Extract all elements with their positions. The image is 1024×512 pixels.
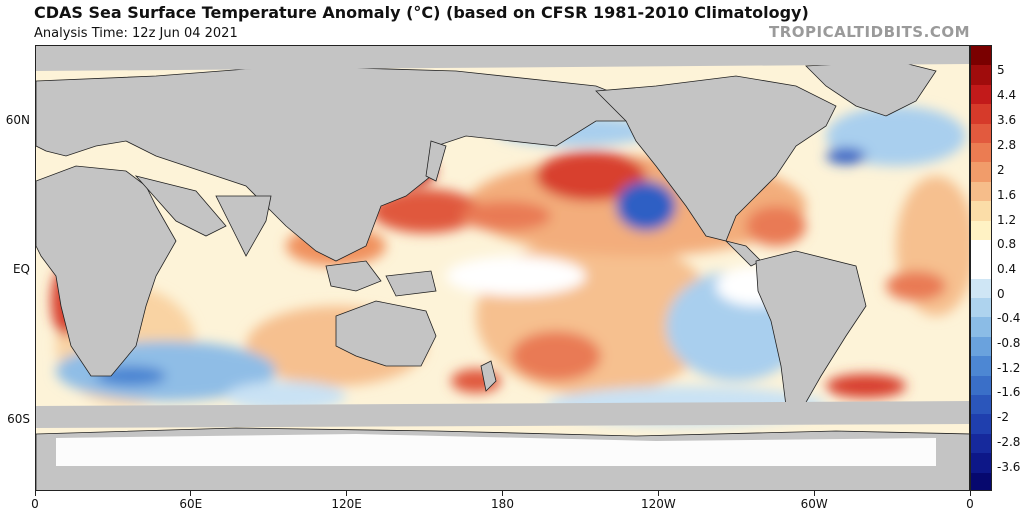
- colorbar-label: -3.6: [997, 460, 1021, 474]
- colorbar-segment: [971, 336, 991, 357]
- land-masses: [36, 60, 937, 412]
- colorbar-segment: [971, 220, 991, 241]
- land-north-america: [595, 75, 837, 242]
- lon-label: 60W: [800, 497, 828, 511]
- watermark: TROPICALTIDBITS.COM: [769, 23, 970, 41]
- lon-tick: [34, 491, 36, 496]
- lat-label: 60S: [7, 412, 30, 426]
- land-new-zealand: [480, 360, 497, 392]
- antarctic-sea-ice: [56, 434, 936, 466]
- colorbar-label: 4.4: [997, 88, 1017, 102]
- lon-tick: [969, 491, 971, 496]
- colorbar-label: 2.8: [997, 138, 1017, 152]
- colorbar-label: -1.6: [997, 385, 1021, 399]
- lon-label: 0: [31, 497, 39, 511]
- colorbar-segment: [971, 142, 991, 163]
- colorbar-label: 1.6: [997, 188, 1017, 202]
- lon-label: 60E: [179, 497, 203, 511]
- colorbar-segment: [971, 104, 991, 125]
- colorbar-segment: [971, 453, 991, 474]
- land-india: [215, 195, 272, 257]
- colorbar-label: -2.8: [997, 435, 1021, 449]
- analysis-time: Analysis Time: 12z Jun 04 2021: [34, 26, 238, 41]
- colorbar-label: 3.6: [997, 113, 1017, 127]
- arctic-ice: [36, 46, 969, 71]
- colorbar-segment: [971, 298, 991, 318]
- lon-tick: [346, 491, 348, 496]
- colorbar-segment: [971, 259, 991, 280]
- colorbar-segment: [971, 123, 991, 144]
- colorbar-segment: [971, 162, 991, 183]
- southern-ice: [36, 401, 969, 428]
- map-area: [35, 45, 970, 491]
- map-title: CDAS Sea Surface Temperature Anomaly (°C…: [34, 3, 809, 22]
- lon-label: 120E: [331, 497, 362, 511]
- colorbar-segment: [971, 356, 991, 377]
- colorbar-label: -0.4: [997, 311, 1021, 325]
- lon-label: 120W: [640, 497, 676, 511]
- lon-label: 0: [966, 497, 974, 511]
- lon-tick: [502, 491, 503, 496]
- colorbar-label: -2: [997, 410, 1009, 424]
- colorbar-segment: [971, 84, 991, 105]
- land-indonesia: [325, 260, 382, 292]
- colorbar-label: 0.4: [997, 262, 1017, 276]
- colorbar-segment: [971, 201, 991, 222]
- colorbar-segment: [971, 181, 991, 202]
- colorbar-segment: [971, 317, 991, 338]
- colorbar-segment: [971, 239, 991, 260]
- colorbar: [970, 45, 992, 491]
- colorbar-label: -1.2: [997, 361, 1021, 375]
- colorbar-segment: [971, 395, 991, 415]
- land-arabia: [134, 175, 227, 237]
- colorbar-label: 0.8: [997, 237, 1017, 251]
- lat-label: EQ: [12, 262, 30, 276]
- colorbar-label: -0.8: [997, 336, 1021, 350]
- colorbar-segment: [971, 65, 991, 86]
- land-new-guinea: [385, 270, 437, 297]
- colorbar-segment: [971, 375, 991, 396]
- land-south-america: [755, 250, 867, 412]
- land-africa: [36, 165, 177, 377]
- colorbar-segment: [971, 278, 991, 299]
- lon-label: 180: [491, 497, 514, 511]
- land-japan: [425, 140, 447, 182]
- colorbar-segment: [971, 472, 991, 490]
- lon-tick: [813, 491, 815, 496]
- colorbar-label: 0: [997, 287, 1005, 301]
- colorbar-segment: [971, 414, 991, 435]
- land-australia: [335, 300, 437, 367]
- lat-label: 60N: [5, 113, 30, 127]
- colorbar-label: 1.2: [997, 213, 1017, 227]
- lon-tick: [190, 491, 192, 496]
- lon-tick: [657, 491, 659, 496]
- sst-map-svg: [36, 46, 969, 490]
- southern-ice-edge: [36, 401, 969, 428]
- colorbar-segment: [971, 433, 991, 454]
- colorbar-segment: [971, 46, 991, 66]
- colorbar-label: 5: [997, 63, 1005, 77]
- colorbar-label: 2: [997, 163, 1005, 177]
